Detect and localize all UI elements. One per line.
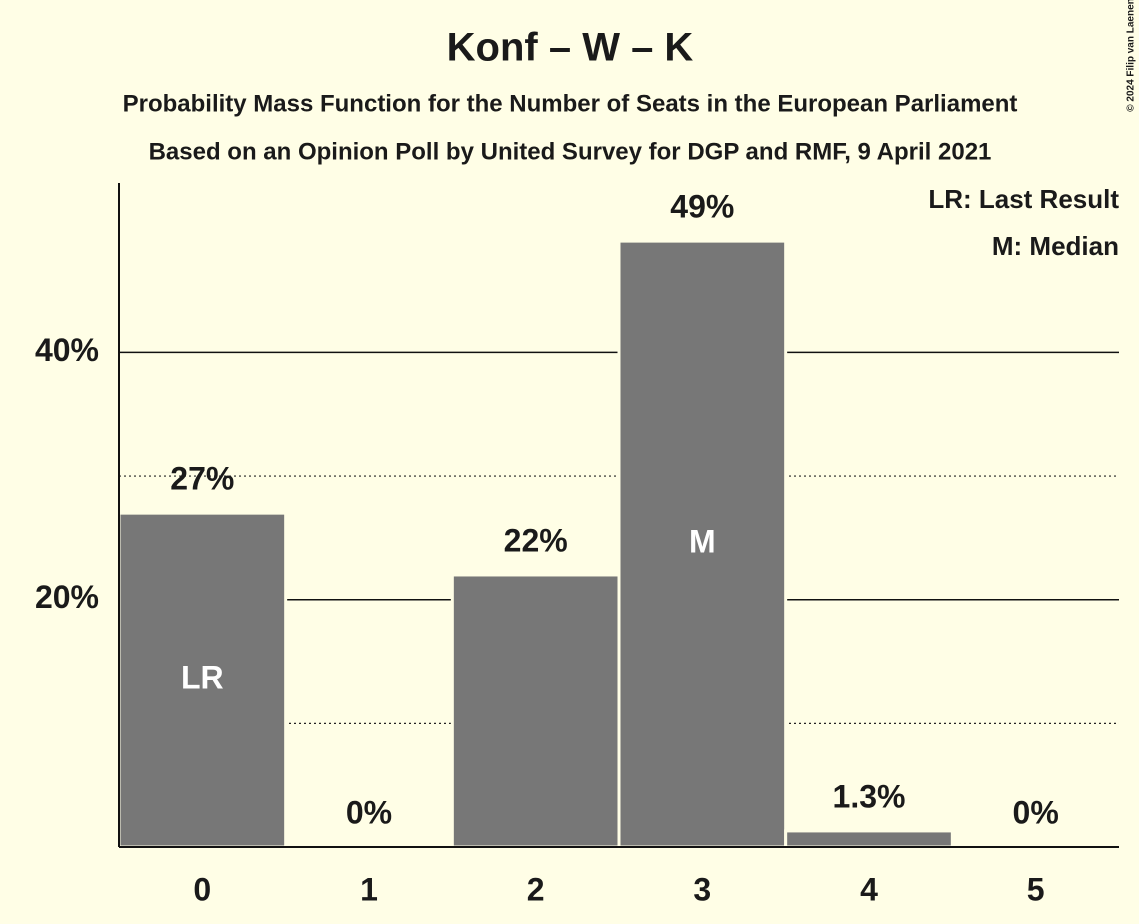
value-label: 0%	[346, 794, 392, 830]
x-tick-label: 1	[360, 871, 378, 907]
chart-subtitle: Based on an Opinion Poll by United Surve…	[149, 138, 992, 165]
bar-annotation: M	[689, 524, 716, 560]
y-tick-label: 40%	[35, 332, 99, 368]
legend-entry: LR: Last Result	[928, 184, 1119, 214]
x-tick-label: 3	[693, 871, 711, 907]
x-tick-label: 0	[193, 871, 211, 907]
bar	[117, 511, 288, 849]
value-label: 0%	[1013, 794, 1059, 830]
x-tick-label: 4	[860, 871, 878, 907]
chart-subtitle: Probability Mass Function for the Number…	[123, 90, 1018, 117]
value-label: 27%	[170, 461, 234, 497]
bar	[617, 239, 788, 849]
value-label: 49%	[670, 189, 734, 225]
bar	[784, 829, 954, 849]
value-label: 1.3%	[833, 778, 906, 814]
x-tick-label: 2	[527, 871, 545, 907]
copyright: © 2024 Filip van Laenen	[1126, 0, 1137, 112]
y-tick-label: 20%	[35, 579, 99, 615]
x-tick-label: 5	[1027, 871, 1045, 907]
legend-entry: M: Median	[992, 231, 1119, 261]
bar-annotation: LR	[181, 660, 224, 696]
bar	[450, 573, 621, 849]
value-label: 22%	[504, 522, 568, 558]
chart-title: Konf – W – K	[447, 26, 694, 70]
